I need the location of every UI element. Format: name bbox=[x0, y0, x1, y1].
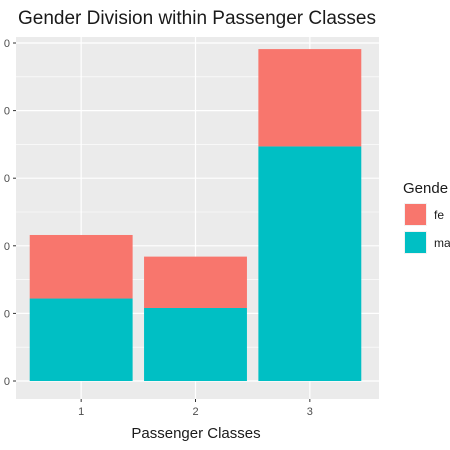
chart-title: Gender Division within Passenger Classes bbox=[18, 8, 376, 29]
bars bbox=[29, 49, 362, 381]
legend-label-male: ma bbox=[434, 236, 450, 250]
legend: Gende fe ma bbox=[403, 180, 450, 254]
legend-label-female: fe bbox=[434, 208, 444, 222]
x-axis-title: Passenger Classes bbox=[131, 425, 260, 442]
y-tick-label: 0 bbox=[4, 241, 10, 253]
y-tick-label: 0 bbox=[4, 376, 10, 388]
bar-female-class-2 bbox=[144, 256, 247, 308]
y-tick-label: 0 bbox=[4, 38, 10, 50]
bar-female-class-1 bbox=[29, 234, 133, 299]
bar-female-class-3 bbox=[258, 49, 362, 147]
y-tick-label: 0 bbox=[4, 308, 10, 320]
axes: 0 0 0 0 0 0 1 2 3 bbox=[4, 38, 313, 418]
bar-male-class-1 bbox=[29, 298, 133, 381]
legend-title: Gende bbox=[403, 180, 448, 197]
x-tick-label: 2 bbox=[192, 406, 198, 418]
legend-swatch-male bbox=[405, 232, 426, 253]
y-tick-label: 0 bbox=[4, 173, 10, 185]
x-tick-label: 1 bbox=[78, 406, 84, 418]
x-tick-label: 3 bbox=[307, 406, 313, 418]
bar-male-class-3 bbox=[258, 146, 362, 381]
bar-male-class-2 bbox=[144, 307, 247, 381]
legend-swatch-female bbox=[405, 204, 426, 225]
y-tick-label: 0 bbox=[4, 106, 10, 118]
